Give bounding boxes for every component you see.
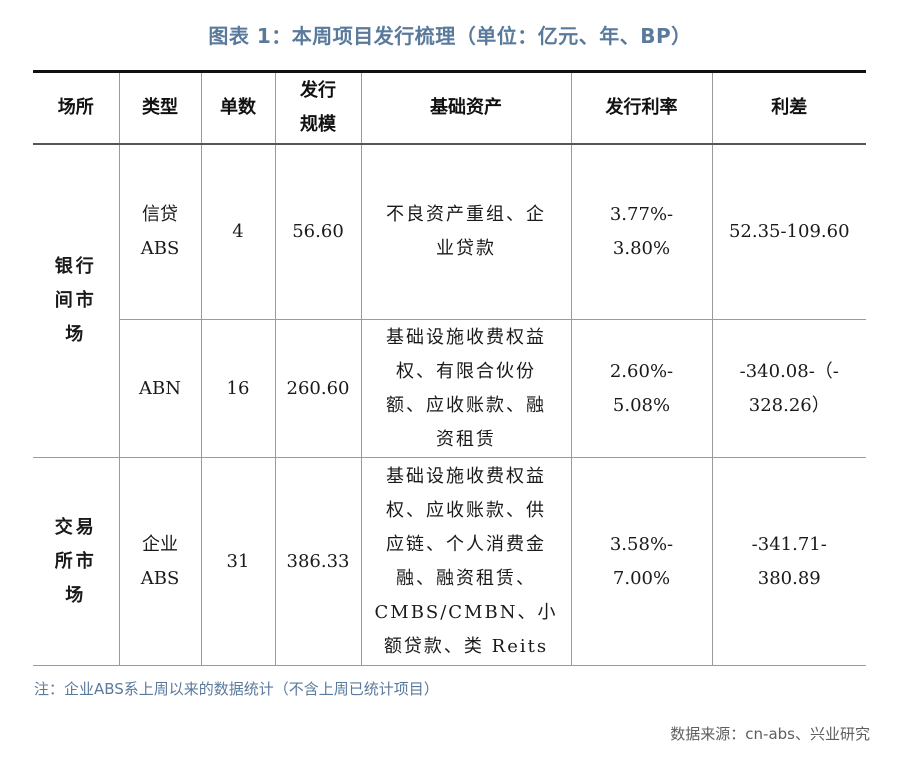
market-cell-exchange: 交易 所市 场 [33, 457, 119, 666]
market-name-line: 场 [65, 584, 87, 606]
header-count: 单数 [200, 70, 275, 145]
table-row: 交易 所市 场 企业 ABS 31 386.33 基础设施收费权益 权、应收账款… [33, 457, 866, 666]
data-source: 数据来源：cn-abs、兴业研究 [670, 725, 870, 743]
rate-cell: 3.58%- 7.00% [570, 457, 712, 666]
count-cell: 16 [200, 319, 275, 458]
spread-cell: -341.71- 380.89 [711, 457, 866, 666]
header-venue: 场所 [33, 70, 119, 145]
market-cell-interbank: 银行 间市 场 [33, 143, 119, 458]
assets-cell: 基础设施收费权益 权、应收账款、供 应链、个人消费金 融、融资租赁、 CMBS/… [360, 457, 571, 666]
table-row: ABN 16 260.60 基础设施收费权益 权、有限合伙份 额、应收账款、融 … [33, 319, 866, 458]
spread-cell: 52.35-109.60 [711, 143, 866, 320]
type-cell: 企业 ABS [118, 457, 201, 666]
scale-cell: 386.33 [274, 457, 361, 666]
count-cell: 4 [200, 143, 275, 320]
market-name-line: 交易 [54, 516, 97, 538]
rate-cell: 3.77%- 3.80% [570, 143, 712, 320]
type-cell: 信贷 ABS [118, 143, 201, 320]
table-footnote: 注：企业ABS系上周以来的数据统计（不含上周已统计项目） [34, 680, 439, 698]
count-cell: 31 [200, 457, 275, 666]
assets-cell: 不良资产重组、企 业贷款 [360, 143, 571, 320]
assets-cell: 基础设施收费权益 权、有限合伙份 额、应收账款、融 资租赁 [360, 319, 571, 458]
scale-cell: 56.60 [274, 143, 361, 320]
header-spread: 利差 [711, 70, 866, 145]
issuance-table: 场所 类型 单数 发行 规模 基础资产 发行利率 利差 银行 间市 场 信贷 A… [33, 70, 866, 666]
type-cell: ABN [118, 319, 201, 458]
market-name-line: 所市 [54, 550, 97, 572]
header-underlying-assets: 基础资产 [360, 70, 571, 145]
market-name-line: 场 [65, 323, 87, 345]
scale-cell: 260.60 [274, 319, 361, 458]
header-issue-rate: 发行利率 [570, 70, 712, 145]
market-name-line: 银行 [54, 255, 97, 277]
header-scale: 发行 规模 [274, 70, 361, 145]
chart-title: 图表 1：本周项目发行梳理（单位：亿元、年、BP） [208, 24, 692, 48]
table-header-row: 场所 类型 单数 发行 规模 基础资产 发行利率 利差 [33, 70, 866, 145]
spread-cell: -340.08-（- 328.26） [711, 319, 866, 458]
rate-cell: 2.60%- 5.08% [570, 319, 712, 458]
header-type: 类型 [118, 70, 201, 145]
table-row: 银行 间市 场 信贷 ABS 4 56.60 不良资产重组、企 业贷款 3.77… [33, 143, 866, 458]
market-name-line: 间市 [54, 289, 97, 311]
